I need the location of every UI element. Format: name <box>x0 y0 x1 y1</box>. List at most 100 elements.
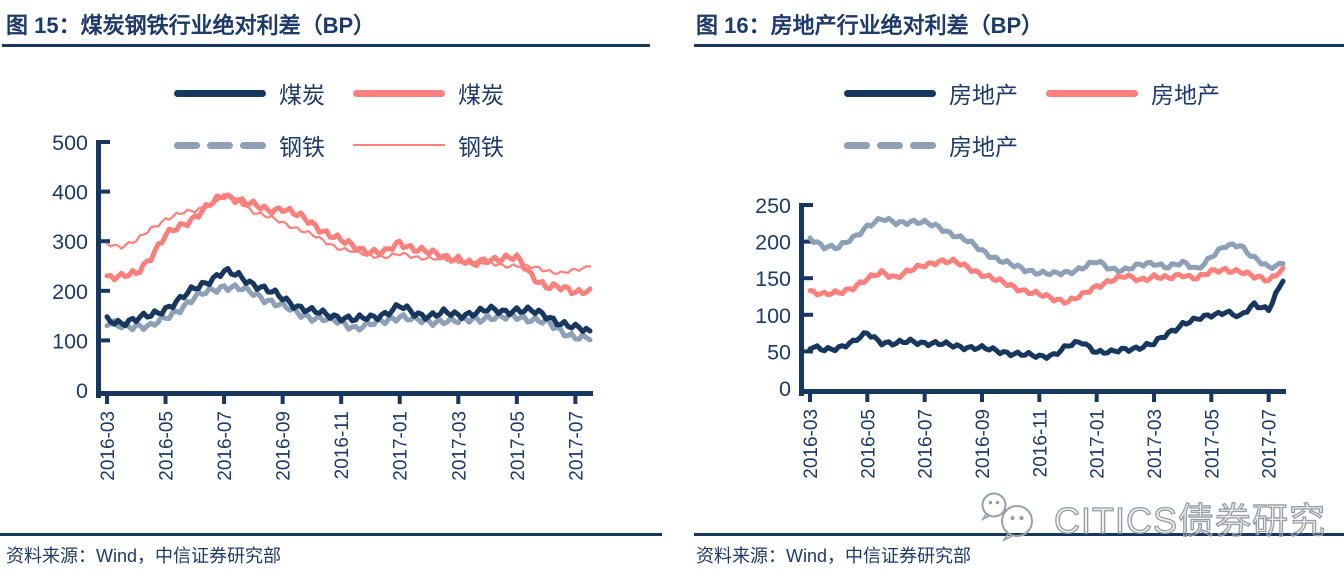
x-tick <box>922 394 927 402</box>
y-tick <box>101 338 110 343</box>
series-line-1-0 <box>807 215 1286 278</box>
x-tick <box>397 396 402 404</box>
y-tick <box>804 239 813 244</box>
x-tick <box>222 396 227 404</box>
x-tick <box>280 396 285 404</box>
y-tick <box>804 349 813 354</box>
x-axis-label: 2016-03 <box>98 411 119 481</box>
y-axis-label: 250 <box>755 194 791 218</box>
wechat-logo-icon <box>980 492 1033 543</box>
source-note: 资料来源：Wind，中信证券研究部 <box>6 546 282 566</box>
legend-dash <box>207 141 233 149</box>
y-tick <box>804 312 813 317</box>
x-tick <box>1094 394 1099 402</box>
y-tick <box>101 140 110 144</box>
y-axis-label: 500 <box>52 131 88 155</box>
legend-item: 房地产 <box>844 76 1018 110</box>
legend-row: 房地产 房地产 <box>844 80 1220 108</box>
y-axis-label: 100 <box>755 304 791 328</box>
legend-row: 煤炭 煤炭 <box>174 80 504 108</box>
watermark-text: CITICS债券研究 <box>1053 499 1327 541</box>
y-tick <box>101 239 110 244</box>
x-axis-label: 2017-01 <box>391 411 412 481</box>
y-axis-label: 100 <box>52 329 88 353</box>
x-tick <box>163 396 168 404</box>
citics-watermark: CITICS债券研究 <box>972 488 1326 548</box>
y-axis-label: 200 <box>755 231 791 255</box>
figure-16-title: 图 16：房地产行业绝对利差（BP） <box>696 13 1044 38</box>
x-axis-label: 2016-11 <box>332 411 353 479</box>
legend-line-sample <box>174 89 266 97</box>
legend-dash <box>240 141 266 149</box>
x-axis-label: 2016-11 <box>1030 409 1051 477</box>
x-tick <box>573 396 578 404</box>
x-axis-label: 2016-07 <box>916 409 937 479</box>
legend-dash <box>910 141 936 149</box>
title-underline <box>694 44 1344 47</box>
legend-label: 房地产 <box>1151 83 1220 108</box>
x-axis-label: 2016-07 <box>215 411 236 481</box>
x-axis-label: 2016-05 <box>858 409 879 479</box>
series-line-0-0 <box>105 192 592 276</box>
x-tick <box>456 396 461 404</box>
legend-line-sample <box>1046 89 1138 97</box>
y-axis-label: 300 <box>52 230 88 254</box>
legend-row: 钢铁 钢铁 <box>174 132 504 160</box>
footer-divider <box>0 533 662 536</box>
x-tick <box>1037 394 1042 402</box>
legend-label: 房地产 <box>949 135 1018 160</box>
legend-label: 煤炭 <box>279 83 325 108</box>
legend-item: 房地产 <box>844 128 1018 162</box>
title-underline <box>2 44 650 47</box>
x-axis-label: 2017-05 <box>1202 409 1223 479</box>
x-axis-label: 2016-09 <box>274 411 295 481</box>
x-axis-label: 2017-03 <box>1145 409 1166 479</box>
legend-item: 钢铁 <box>353 128 504 162</box>
x-axis-label: 2017-07 <box>566 411 587 481</box>
legend-line-sample <box>844 141 936 149</box>
x-axis <box>799 389 1286 394</box>
y-axis-label: 400 <box>52 181 88 205</box>
figure-16-panel: 图 16：房地产行业绝对利差（BP） 房地产 房地产 房地产 0 50 100 150 20… <box>672 0 1344 582</box>
legend-item: 房地产 <box>1046 76 1220 110</box>
legend-label: 煤炭 <box>458 83 504 108</box>
y-tick <box>804 203 813 207</box>
legend-dash <box>877 141 903 149</box>
legend-item: 煤炭 <box>353 76 504 110</box>
x-axis-label: 2017-03 <box>449 411 470 481</box>
series-line-1-1 <box>807 256 1286 306</box>
x-axis-label: 2017-01 <box>1088 409 1109 479</box>
x-tick <box>865 394 870 402</box>
x-axis-label: 2017-05 <box>508 411 529 481</box>
x-tick <box>514 396 519 404</box>
legend-item: 钢铁 <box>174 128 325 162</box>
x-tick <box>105 396 109 404</box>
x-axis-label: 2017-07 <box>1260 409 1281 479</box>
y-tick <box>804 276 813 281</box>
legend-real-estate: 房地产 房地产 房地产 <box>844 80 1220 160</box>
footer-divider <box>694 533 1344 536</box>
legend-dash <box>844 141 870 149</box>
y-axis-label: 200 <box>52 280 88 304</box>
real-estate-spread-chart: 0 50 100 150 200 250 2016-03 2016-05 2016-07 2016… <box>755 194 1286 479</box>
legend-line-sample <box>353 144 445 146</box>
y-axis-label: 0 <box>779 377 791 401</box>
x-axis <box>96 391 593 396</box>
legend-dash <box>174 141 200 149</box>
x-axis-label: 2016-09 <box>973 409 994 479</box>
legend-label: 钢铁 <box>279 135 325 160</box>
legend-item: 煤炭 <box>174 76 325 110</box>
x-tick <box>980 394 984 402</box>
x-axis-label: 2016-05 <box>157 411 178 481</box>
legend-line-sample <box>353 89 445 97</box>
x-tick <box>339 396 344 404</box>
series-line-0-1 <box>104 192 593 297</box>
series-line-0-3 <box>104 266 593 334</box>
legend-line-sample <box>174 141 266 149</box>
figure-15-title: 图 15：煤炭钢铁行业绝对利差（BP） <box>6 13 376 38</box>
legend-label: 房地产 <box>949 83 1018 108</box>
x-tick <box>1209 394 1214 402</box>
y-axis <box>96 140 101 398</box>
figure-15-panel: 图 15：煤炭钢铁行业绝对利差（BP） 煤炭 煤炭 钢铁 钢铁 0 100 200 300 4… <box>0 13 662 566</box>
legend-coal-steel: 煤炭 煤炭 钢铁 钢铁 <box>174 80 504 160</box>
